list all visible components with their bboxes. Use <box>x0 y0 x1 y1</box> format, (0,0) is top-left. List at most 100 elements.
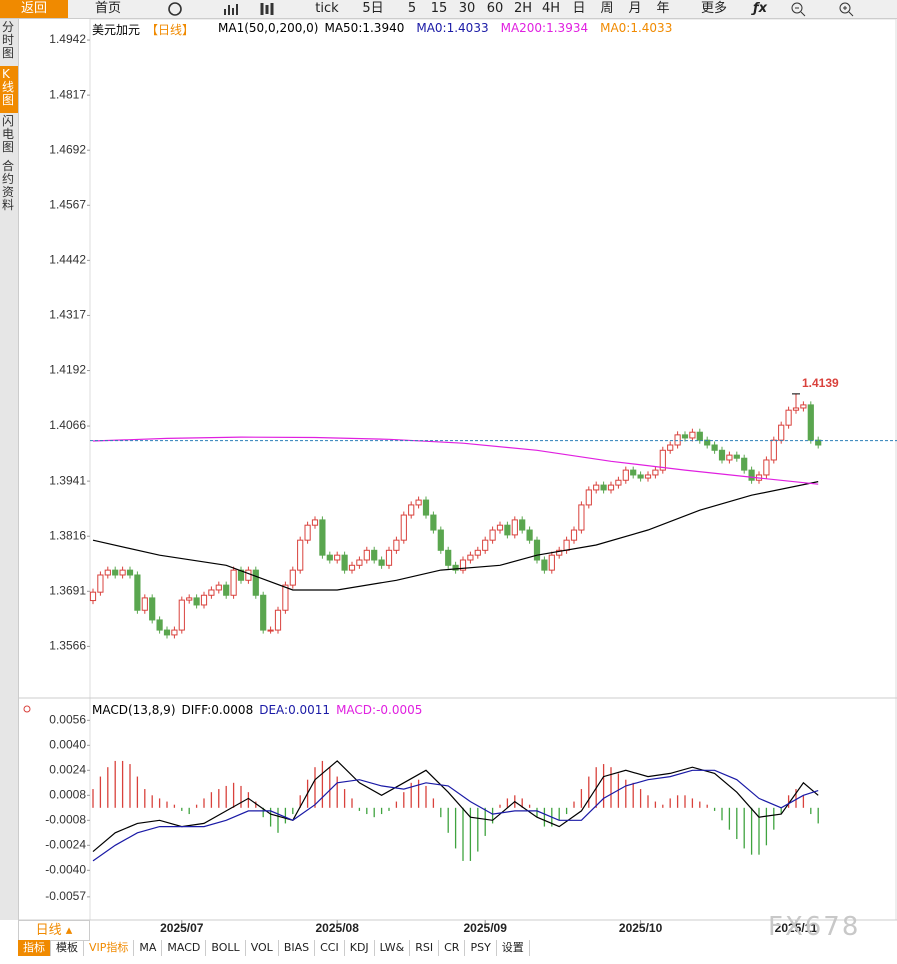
zoom-out[interactable] <box>789 0 807 18</box>
period-button[interactable]: 5日 <box>362 1 384 16</box>
sidebar-tab[interactable]: 分时图 <box>2 20 15 60</box>
candle-body <box>726 454 733 461</box>
candle-body <box>400 514 407 541</box>
chart-icon[interactable] <box>222 0 240 18</box>
candle-body <box>659 449 666 471</box>
period-button[interactable]: 5 <box>407 1 417 16</box>
candle-body <box>415 499 422 506</box>
y-tick-label: 0.0056 <box>49 712 86 726</box>
candle-body <box>363 549 370 561</box>
instrument-title: 美元加元 <box>92 23 141 37</box>
candle-body <box>149 597 156 621</box>
period-button[interactable]: 周 <box>600 1 614 16</box>
candle-body <box>385 549 393 566</box>
footer-tab[interactable]: 指标 <box>18 940 51 956</box>
candle-body <box>474 549 481 556</box>
candle-body <box>548 554 555 571</box>
candle-body <box>126 569 134 576</box>
candle-body <box>304 524 311 541</box>
sidebar-tab[interactable]: 合约资料 <box>2 159 15 212</box>
candle-body <box>467 554 474 561</box>
period-button[interactable]: 月 <box>628 1 642 16</box>
candle-body <box>622 469 629 481</box>
candle-body <box>245 569 252 581</box>
legend-entry: MA50:1.3940 <box>324 21 405 35</box>
period-button[interactable]: 60 <box>486 1 504 16</box>
candle-body <box>519 519 526 531</box>
footer-tab[interactable]: CR <box>439 940 466 956</box>
footer-tab[interactable]: BOLL <box>206 940 246 956</box>
period-button[interactable]: 年 <box>656 1 670 16</box>
y-tick-label: 1.4442 <box>49 253 86 267</box>
candle-body <box>807 404 814 441</box>
candle-body <box>778 424 785 441</box>
home-button[interactable]: 首页 <box>84 0 132 18</box>
indicator-line <box>92 769 819 862</box>
candle-body <box>600 484 607 491</box>
period-label: 日线 <box>35 923 62 938</box>
y-tick-label: -0.0057 <box>45 889 86 903</box>
plot-frame <box>89 18 897 921</box>
candle-body <box>252 569 259 596</box>
indicator-name: MA1(50,0,200,0) <box>218 21 319 35</box>
candle-body <box>482 539 489 551</box>
candle-body <box>459 559 467 571</box>
candle-body <box>504 524 511 536</box>
candle-body <box>208 589 215 596</box>
y-tick-label: -0.0040 <box>45 862 86 876</box>
legend-entry: MACD:-0.0005 <box>336 703 423 717</box>
sidebar-tab[interactable]: 闪电图 <box>2 114 15 154</box>
footer-tab[interactable]: VOL <box>246 940 279 956</box>
zoom-in[interactable] <box>837 0 855 18</box>
footer-tab[interactable]: BIAS <box>279 940 316 956</box>
footer-tab[interactable]: 模板 <box>51 940 84 956</box>
y-tick-label: -0.0008 <box>45 812 86 826</box>
candle-body <box>718 449 726 461</box>
back-label: 返回 <box>20 1 47 16</box>
candle-body <box>496 524 504 531</box>
sidebar-tab[interactable]: K线图 <box>0 66 18 113</box>
y-tick-label: 1.4066 <box>49 418 86 432</box>
candle-body <box>763 459 770 476</box>
candle-body <box>637 474 644 479</box>
period-button[interactable]: 15 <box>430 1 448 16</box>
candle-body <box>615 479 622 486</box>
candle-body <box>593 484 600 491</box>
footer-tab[interactable]: PSY <box>465 940 497 956</box>
candle-body <box>356 559 363 566</box>
footer-tab[interactable]: MACD <box>162 940 207 956</box>
back-button[interactable]: 返回 <box>0 0 68 18</box>
footer-tab[interactable]: RSI <box>410 940 440 956</box>
footer-tab[interactable]: 设置 <box>497 940 530 956</box>
footer-tab[interactable]: KDJ <box>345 940 375 956</box>
footer-tab[interactable]: CCI <box>315 940 345 956</box>
candle-body <box>533 539 541 561</box>
candle-body <box>422 499 430 516</box>
candle-body <box>748 469 755 481</box>
candle-body <box>800 404 807 409</box>
footer-tab[interactable]: LW& <box>375 940 411 956</box>
candle-body <box>393 539 400 551</box>
candle-body <box>792 407 800 411</box>
refresh-icon[interactable] <box>166 0 184 18</box>
more-button[interactable]: 更多 <box>688 0 740 18</box>
fx-icon[interactable]: ƒx <box>752 1 768 16</box>
y-tick-label: 1.4692 <box>49 142 86 156</box>
legend-entry: MA200:1.3934 <box>500 21 589 35</box>
candle-icon[interactable] <box>258 0 276 18</box>
candle-body <box>667 444 674 451</box>
candle-body <box>215 584 222 591</box>
candle-body <box>274 609 282 631</box>
candle-body <box>223 584 230 596</box>
footer-tab[interactable]: VIP指标 <box>84 940 135 956</box>
period-button[interactable]: tick <box>315 1 339 16</box>
period-button[interactable]: 4H <box>541 1 561 16</box>
candle-body <box>282 584 289 611</box>
period-button[interactable]: 30 <box>458 1 476 16</box>
period-selector[interactable]: 日线 ▴ <box>18 920 90 941</box>
footer-tab[interactable]: MA <box>134 940 163 956</box>
period-button[interactable]: 日 <box>572 1 586 16</box>
sidebar: 分时图 K线图 闪电图合约资料 <box>0 19 19 920</box>
period-button[interactable]: 2H <box>513 1 533 16</box>
x-tick-label: 2025/11 <box>775 921 818 935</box>
